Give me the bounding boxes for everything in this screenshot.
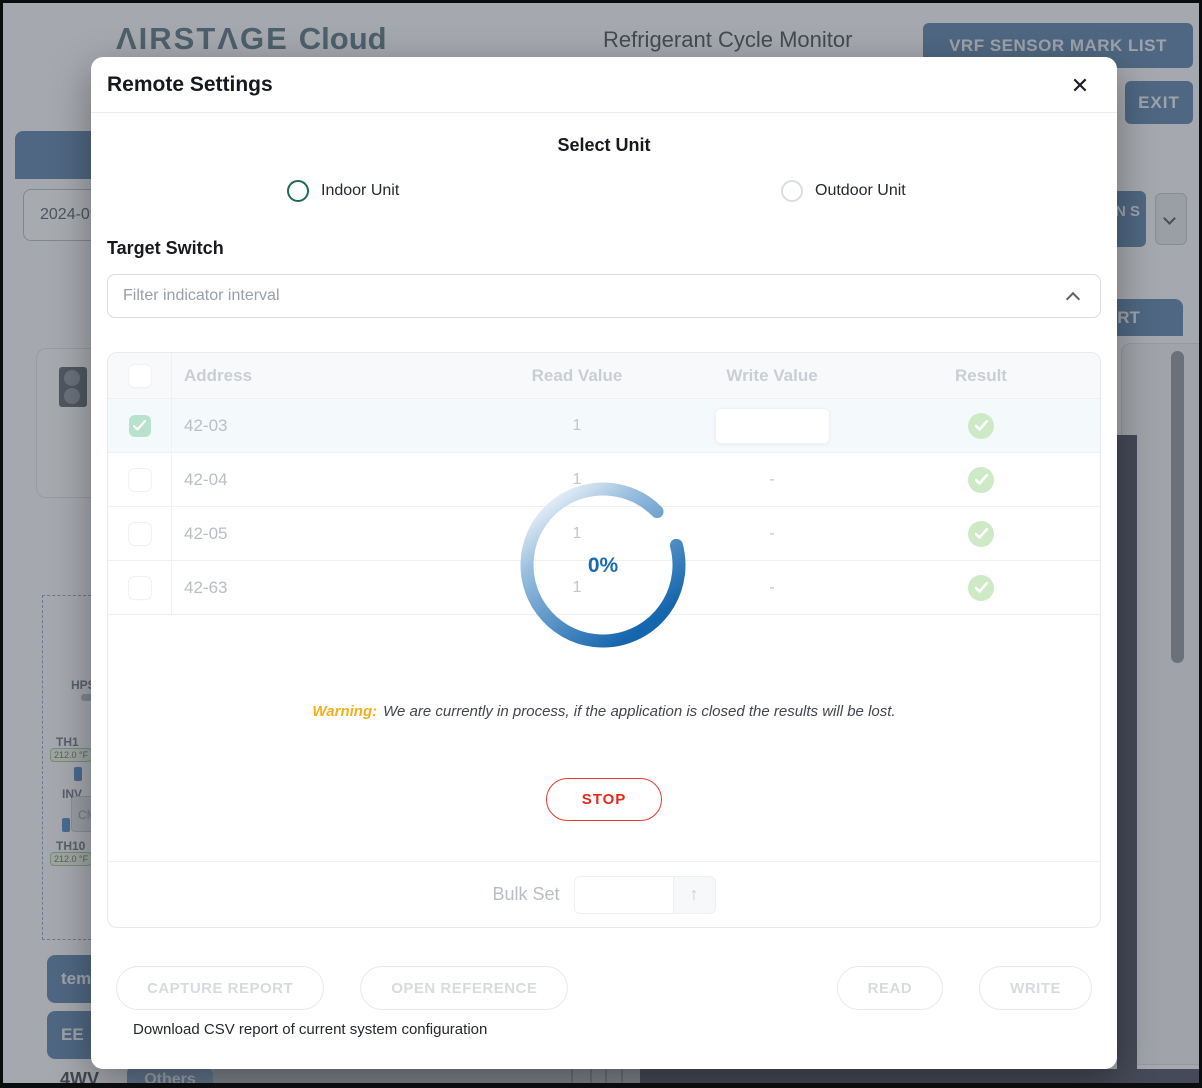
open-reference-button[interactable]: OPEN REFERENCE — [360, 966, 569, 1010]
modal-header: Remote Settings ✕ — [91, 57, 1117, 113]
outdoor-unit-radio[interactable]: Outdoor Unit — [781, 180, 906, 202]
scrollbar[interactable] — [1171, 351, 1184, 663]
capture-report-button[interactable]: CAPTURE REPORT — [116, 966, 325, 1010]
others-tab[interactable]: Others — [127, 1067, 213, 1083]
write-value-input[interactable] — [714, 407, 830, 444]
row-write-value: - — [769, 578, 775, 596]
row-read-value: 1 — [572, 470, 582, 488]
row-write-value: - — [769, 470, 775, 488]
filter-indicator-dropdown[interactable]: Filter indicator interval — [107, 274, 1101, 318]
table-row: 42-03 1 — [108, 399, 1100, 453]
modal-footer: CAPTURE REPORT OPEN REFERENCE READ WRITE — [116, 966, 1092, 1010]
bulk-set-submit-button[interactable]: ↑ — [673, 875, 716, 914]
write-button[interactable]: WRITE — [979, 966, 1092, 1010]
success-check-icon — [968, 412, 994, 439]
select-unit-heading: Select Unit — [557, 135, 651, 155]
target-switch-heading: Target Switch — [107, 238, 224, 258]
exit-button[interactable]: EXIT — [1125, 81, 1193, 124]
modal-title: Remote Settings — [107, 73, 273, 96]
col-read-value: Read Value — [531, 365, 623, 385]
row-checkbox-checked[interactable] — [128, 414, 151, 437]
loading-overlay: 0% Warning: We are currently in process, … — [91, 365, 1117, 941]
th10-value-badge: 212.0 °F — [50, 852, 93, 866]
row-read-value: 1 — [572, 416, 582, 434]
remote-settings-modal: Remote Settings ✕ Select Unit Indoor Uni… — [91, 57, 1117, 1069]
table-row: 42-04 1 - — [108, 453, 1100, 507]
warning-text: We are currently in process, if the appl… — [383, 703, 896, 720]
row-checkbox[interactable] — [128, 576, 151, 599]
fourwv-label: 4WV — [60, 1069, 100, 1088]
read-button[interactable]: READ — [836, 966, 944, 1010]
col-write-value: Write Value — [726, 365, 818, 385]
bulk-set-row: Bulk Set ↑ — [108, 861, 1100, 927]
stop-button[interactable]: STOP — [546, 778, 662, 821]
row-write-value: - — [769, 524, 775, 542]
csv-hint-text: Download CSV report of current system co… — [133, 1021, 488, 1038]
page-title: Refrigerant Cycle Monitor — [603, 27, 853, 52]
success-check-icon — [968, 520, 994, 547]
row-address: 42-03 — [184, 415, 228, 435]
progress-percent: 0% — [587, 554, 619, 577]
row-checkbox[interactable] — [128, 468, 151, 491]
th1-label: TH1 — [56, 735, 79, 749]
filter-placeholder: Filter indicator interval — [123, 287, 280, 304]
background-dropdown[interactable] — [1155, 193, 1187, 245]
select-all-checkbox[interactable] — [128, 364, 151, 387]
table-header-row: Address Read Value Write Value Result — [108, 353, 1100, 399]
row-address: 42-63 — [184, 577, 228, 597]
bottom-dark-bar — [640, 1069, 1199, 1083]
row-checkbox[interactable] — [128, 522, 151, 545]
background-dark-bar — [1117, 435, 1137, 1083]
logo-airstage: ΛIRSTΛGE — [116, 21, 289, 56]
row-read-value: 1 — [572, 578, 582, 596]
row-address: 42-05 — [184, 523, 228, 543]
radio-selected-icon — [287, 180, 309, 202]
outdoor-unit-label: Outdoor Unit — [815, 182, 906, 199]
chevron-up-icon — [1065, 291, 1081, 307]
row-read-value: 1 — [572, 524, 582, 542]
success-check-icon — [968, 466, 994, 493]
bulk-set-label: Bulk Set — [492, 884, 560, 904]
hps-label: HPS — [71, 678, 96, 692]
row-address: 42-04 — [184, 469, 228, 489]
col-address: Address — [184, 365, 253, 385]
success-check-icon — [968, 574, 994, 601]
col-result: Result — [955, 365, 1007, 385]
airstage-cloud-logo: ΛIRSTΛGE Cloud — [116, 21, 387, 57]
bulk-set-input[interactable] — [573, 875, 674, 914]
th1-sensor-icon — [74, 767, 82, 781]
indoor-unit-radio[interactable]: Indoor Unit — [287, 180, 399, 202]
radio-unselected-icon — [781, 180, 803, 202]
th10-label: TH10 — [56, 839, 86, 853]
unit-radio-group: Indoor Unit Outdoor Unit — [91, 180, 1117, 210]
table-row: 42-63 1 - — [108, 561, 1100, 615]
warning-prefix: Warning: — [312, 703, 378, 720]
close-icon[interactable]: ✕ — [1067, 73, 1093, 99]
th1-value-badge: 212.0 °F — [50, 748, 93, 762]
progress-spinner: 0% — [513, 475, 693, 655]
spinner-icon — [520, 482, 686, 648]
warning-message: Warning: We are currently in process, if … — [91, 703, 1117, 720]
th10-sensor-icon — [62, 818, 70, 832]
table-row: 42-05 1 - — [108, 507, 1100, 561]
hps-sensor-icon — [81, 694, 97, 701]
indoor-unit-label: Indoor Unit — [321, 182, 400, 199]
logo-cloud: Cloud — [298, 21, 387, 56]
check-icon — [133, 420, 146, 431]
bottom-strip — [213, 1069, 1199, 1083]
outdoor-unit-icon — [59, 367, 87, 407]
